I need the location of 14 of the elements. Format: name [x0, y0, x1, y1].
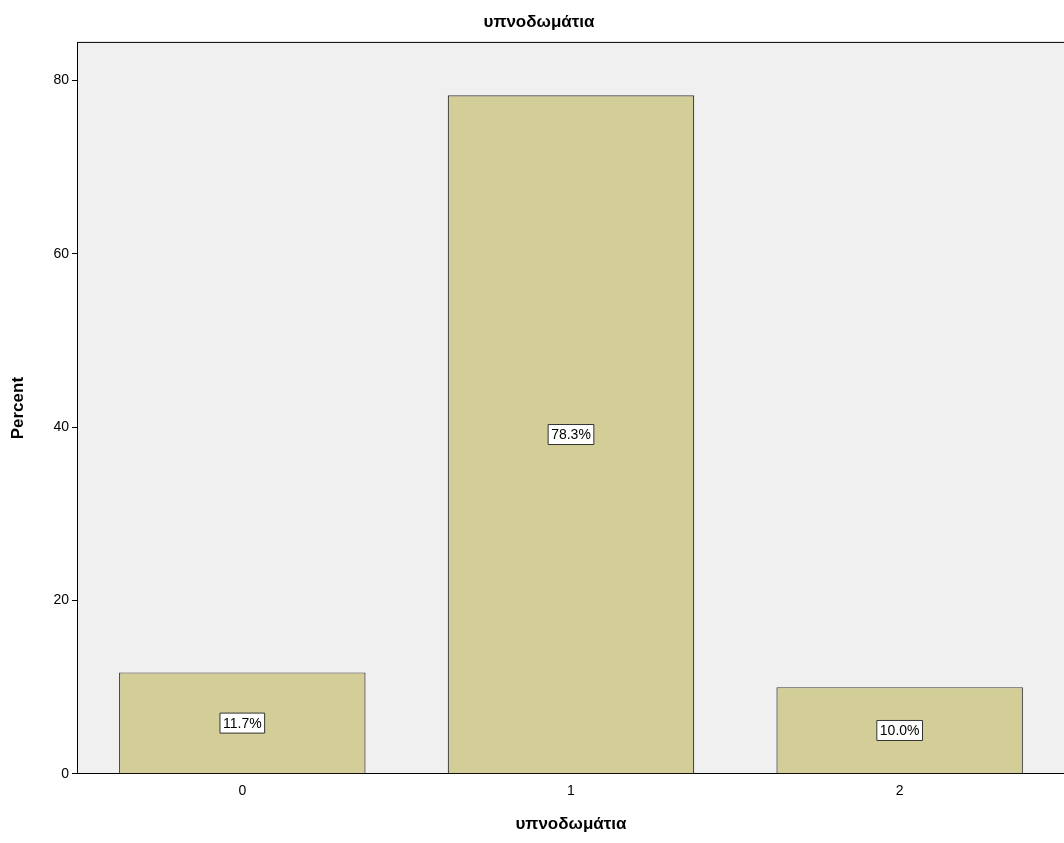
y-tick-label: 60	[53, 244, 70, 261]
data-label: 11.7%	[222, 714, 262, 731]
data-label: 78.3%	[551, 426, 591, 443]
x-tick-label: 0	[238, 782, 247, 799]
x-tick-label: 2	[895, 782, 904, 799]
y-tick-label: 20	[53, 591, 70, 608]
y-tick-label: 80	[53, 71, 70, 88]
y-tick-label: 40	[53, 418, 70, 435]
y-axis-title: Percent	[7, 376, 27, 440]
chart-title: υπνοδωμάτια	[483, 11, 596, 31]
x-axis-title: υπνοδωμάτια	[515, 814, 628, 834]
x-tick-label: 1	[567, 782, 576, 799]
data-label: 10.0%	[879, 722, 920, 739]
y-tick-label: 0	[61, 764, 70, 781]
